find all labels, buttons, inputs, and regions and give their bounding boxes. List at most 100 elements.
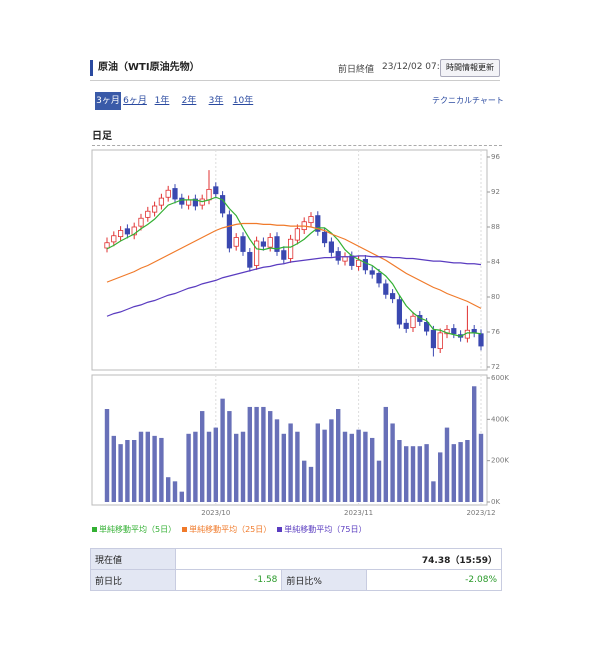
volume-bar xyxy=(206,431,212,502)
volume-bar xyxy=(404,446,409,502)
candle-body xyxy=(185,199,192,206)
volume-bar xyxy=(220,398,225,502)
volume-bar xyxy=(247,406,252,502)
candle-body xyxy=(328,241,335,253)
candle-body xyxy=(410,315,416,329)
volume-bar xyxy=(329,419,334,502)
label: 現在値 xyxy=(90,548,176,570)
candle-body xyxy=(430,329,437,349)
volume-bar xyxy=(302,460,307,502)
volume-bar xyxy=(363,431,368,502)
candle-body xyxy=(396,299,403,325)
ma-line xyxy=(106,255,482,317)
candle-body xyxy=(287,238,294,259)
chart: 72 76 80 84 88 92 96 0K 200K 400K 600K 2023/10 2023/… xyxy=(91,149,509,517)
volume-bar xyxy=(104,409,110,502)
y-tick-label: 84 xyxy=(491,258,500,266)
candle-body xyxy=(240,236,246,252)
volume-bar xyxy=(125,440,130,502)
candle-body xyxy=(342,256,348,262)
volume-bar xyxy=(424,444,429,502)
timestamp: 23/12/02 07:53 xyxy=(382,62,452,72)
y-tick-label: 0K xyxy=(491,498,500,506)
candle-body xyxy=(294,228,301,241)
ma-line xyxy=(106,222,482,309)
volume-bar xyxy=(213,427,218,502)
tab[interactable]: 3年 xyxy=(208,96,224,106)
volume-bar xyxy=(478,433,484,502)
candle-body xyxy=(451,328,457,335)
volume-bar xyxy=(397,440,402,502)
candle-body xyxy=(308,216,314,224)
candle-body xyxy=(403,322,409,329)
volume-bar xyxy=(444,427,450,502)
candle-body xyxy=(369,270,375,275)
change-pct: -2.08% xyxy=(366,569,502,591)
volume-bar xyxy=(268,411,273,502)
volume-bar xyxy=(315,423,320,502)
y-tick-label: 96 xyxy=(491,153,500,161)
divider xyxy=(92,145,502,146)
candle-body xyxy=(118,230,124,238)
candle-body xyxy=(131,226,137,236)
refresh-button[interactable]: 時間情報更新 xyxy=(440,59,500,77)
volume-bar xyxy=(472,386,477,502)
candle-body xyxy=(151,205,158,213)
candle-body xyxy=(274,236,280,252)
ma-line xyxy=(106,196,482,338)
candle-body xyxy=(247,251,253,268)
volume-bar xyxy=(261,406,266,502)
prev-close-label: 前日終値 xyxy=(338,65,375,75)
volume-bar xyxy=(431,481,436,502)
y-tick-label: 72 xyxy=(491,363,500,371)
candle-body xyxy=(111,235,117,243)
tab[interactable]: 6ヶ月 xyxy=(123,96,147,106)
tab[interactable]: 2年 xyxy=(181,96,197,106)
candle-body xyxy=(437,332,443,350)
tab[interactable]: 10年 xyxy=(232,96,254,106)
candle-body xyxy=(315,215,321,232)
volume-bar xyxy=(370,437,375,502)
candle-body xyxy=(260,241,267,247)
candle-body xyxy=(423,321,430,332)
volume-bar xyxy=(193,431,198,502)
volume-bar xyxy=(438,452,443,502)
legend-label: 単純移動平均（75日） xyxy=(284,525,367,534)
candle-body xyxy=(213,186,219,195)
volume-bar xyxy=(288,423,293,502)
candle-body xyxy=(376,272,382,284)
candle-body xyxy=(233,237,239,247)
volume-bar xyxy=(145,431,150,502)
y-tick-label: 76 xyxy=(491,328,500,336)
volume-bar xyxy=(118,444,123,502)
tab[interactable]: 1年 xyxy=(154,96,170,106)
legend-marker xyxy=(182,527,188,532)
volume-bar xyxy=(349,433,354,502)
volume-bar xyxy=(451,444,456,502)
volume-bar xyxy=(254,406,259,502)
candle-body xyxy=(383,283,389,295)
volume-bar xyxy=(186,433,191,502)
legend: 単純移動平均（5日） 単純移動平均（25日） 単純移動平均（75日） xyxy=(92,524,372,535)
volume-bar xyxy=(322,429,327,502)
volume-bar xyxy=(227,411,232,502)
candle-body xyxy=(226,214,232,249)
volume-bar xyxy=(465,440,470,502)
y-tick-label: 200K xyxy=(491,457,509,465)
technical-chart-link[interactable]: テクニカルチャート xyxy=(432,96,504,105)
candle-body xyxy=(158,197,164,206)
legend-marker xyxy=(92,527,97,532)
candle-body xyxy=(362,258,369,271)
candle-body xyxy=(478,333,484,347)
legend-item: 単純移動平均（25日） xyxy=(182,525,271,534)
volume-bar xyxy=(417,446,422,502)
tab[interactable]: 3ヶ月 xyxy=(95,92,121,110)
volume-bar xyxy=(376,460,382,502)
change: -1.58 xyxy=(174,569,283,591)
label: 前日比% xyxy=(281,569,368,591)
legend-item: 単純移動平均（5日） xyxy=(92,525,176,534)
volume-bar xyxy=(295,431,300,502)
candle-body xyxy=(172,188,178,200)
x-tick-label: 2023/10 xyxy=(201,509,230,517)
